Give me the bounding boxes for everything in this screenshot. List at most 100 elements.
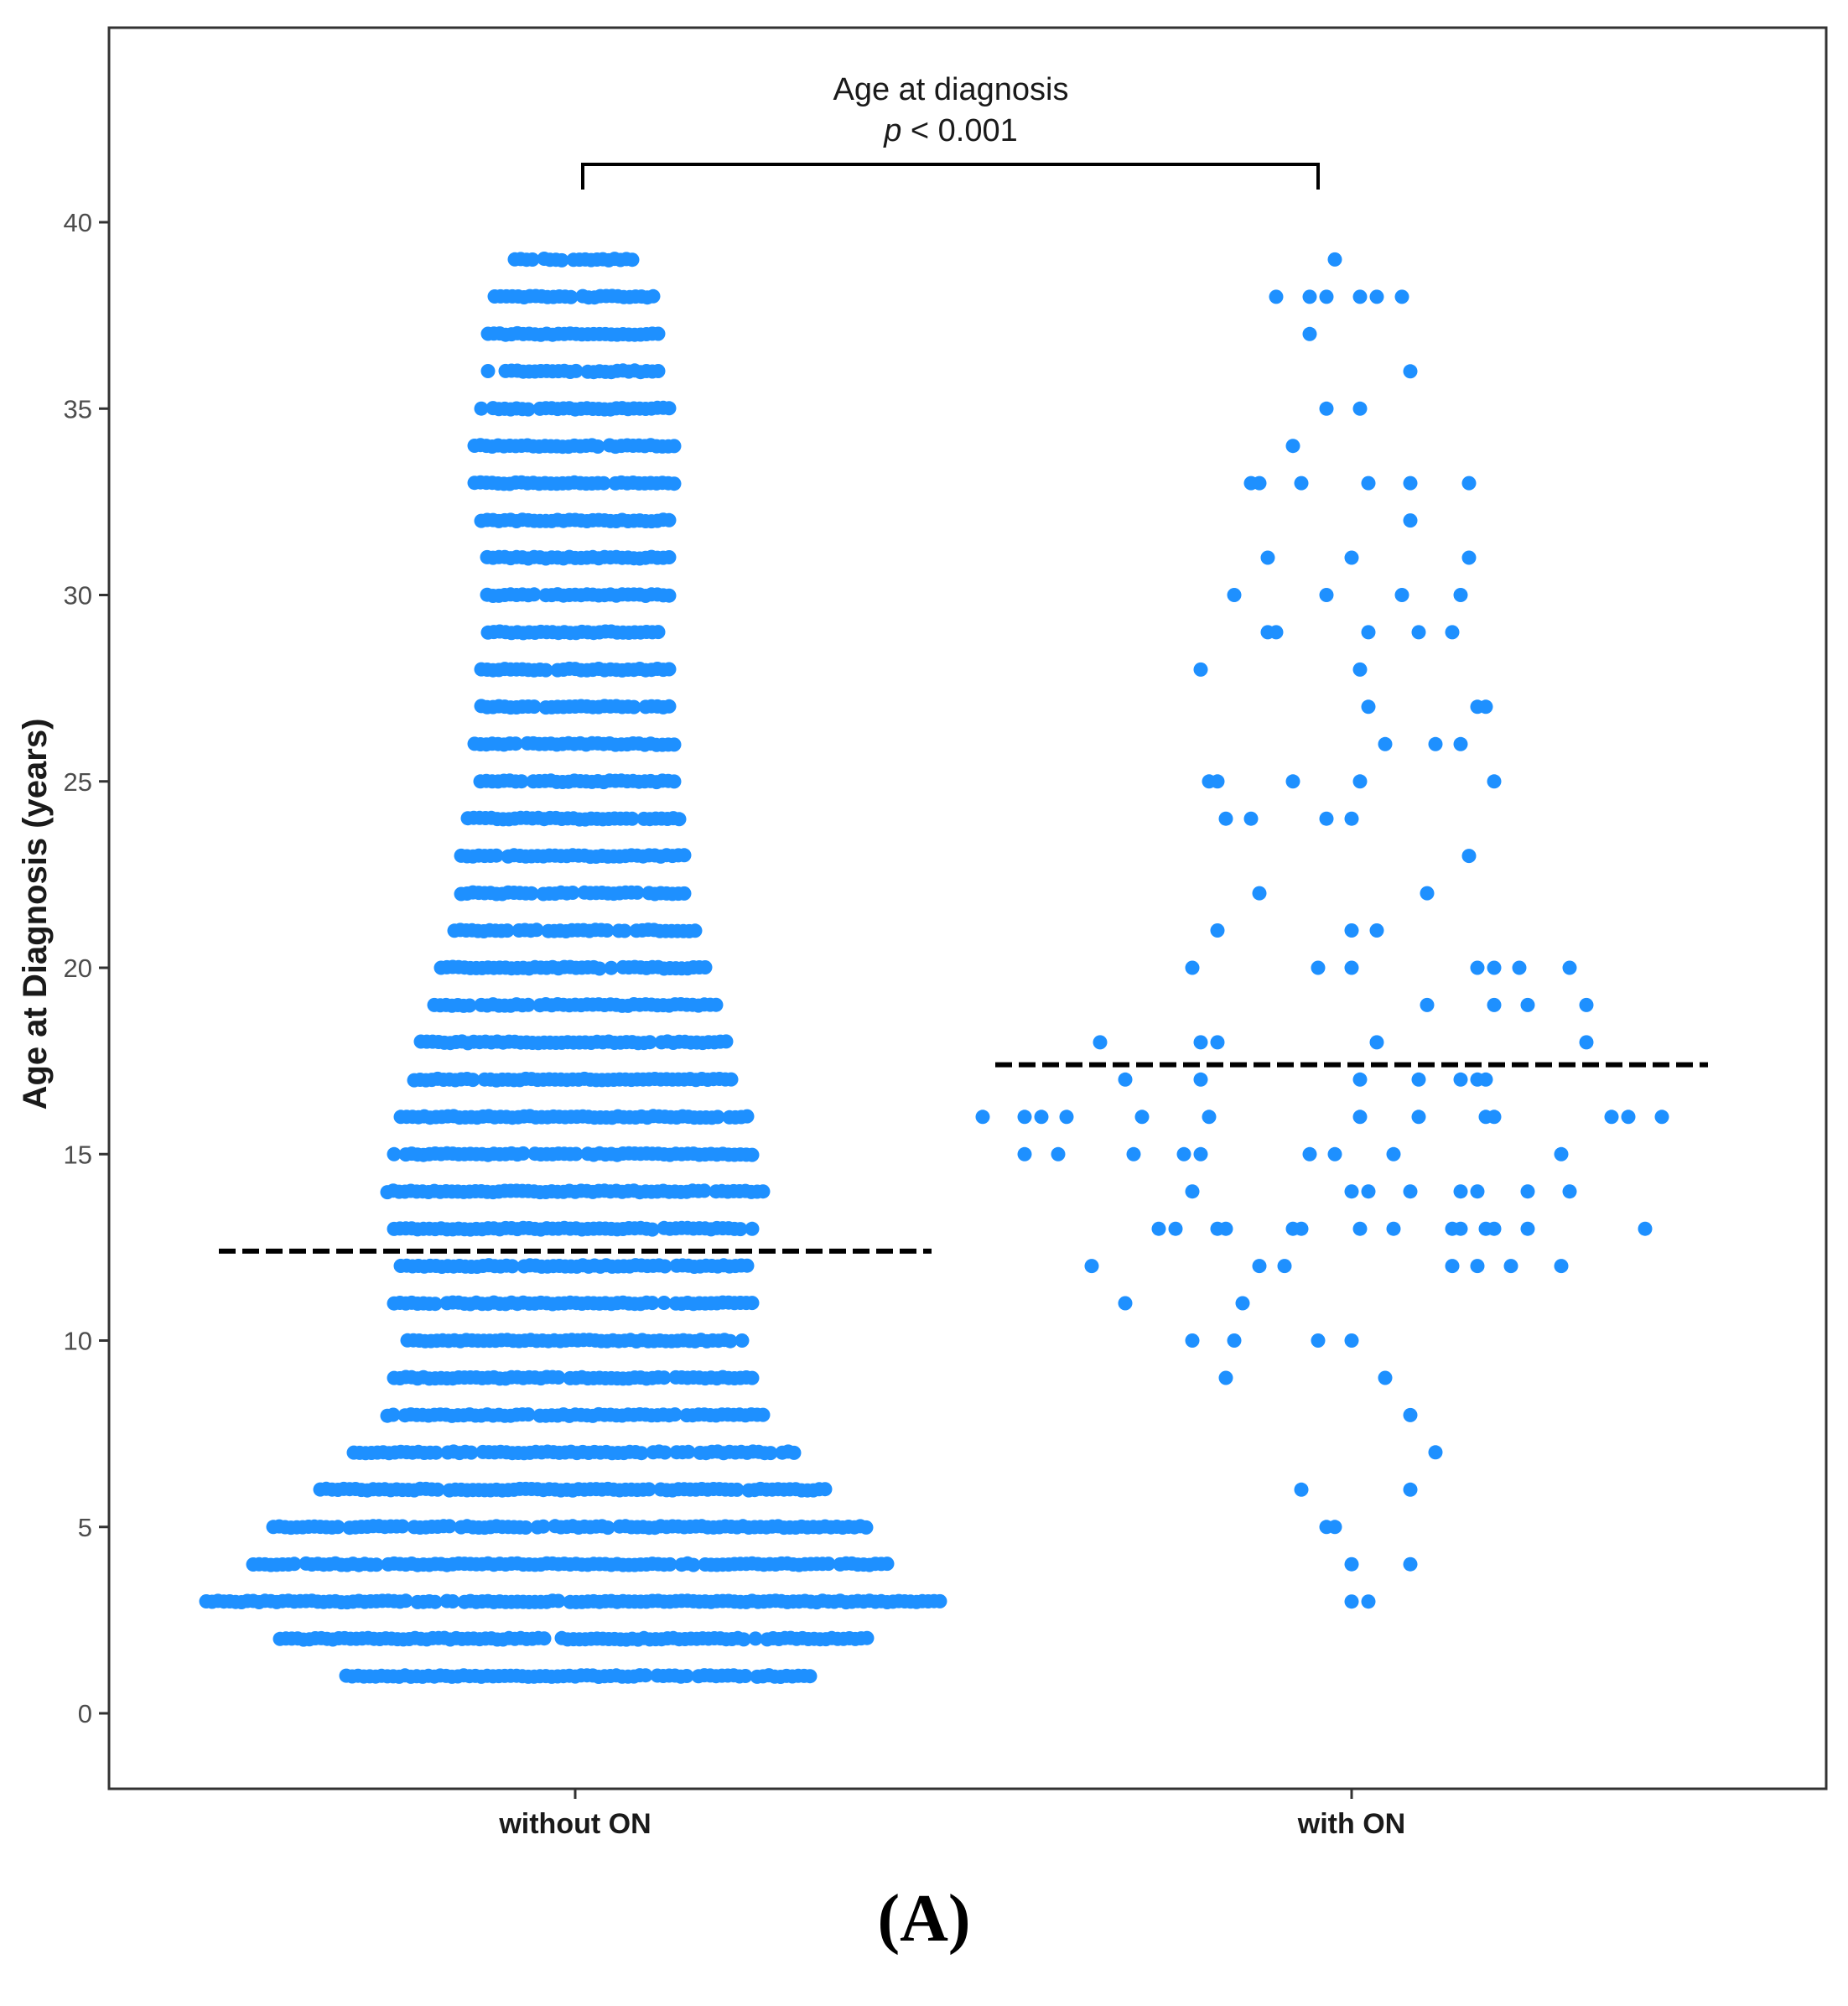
data-point	[662, 699, 677, 714]
data-point	[1352, 1110, 1368, 1125]
data-point	[1478, 1072, 1493, 1087]
data-point	[554, 252, 569, 268]
data-point	[1520, 1184, 1535, 1199]
data-point	[1051, 1146, 1066, 1162]
data-point	[733, 1222, 748, 1237]
data-point	[565, 886, 580, 900]
data-point	[1352, 1072, 1368, 1087]
significance-bracket	[581, 163, 1320, 190]
data-point	[1294, 1482, 1309, 1497]
data-point	[1118, 1072, 1133, 1087]
data-point	[1487, 1221, 1502, 1236]
data-point	[604, 960, 619, 975]
y-tick-label: 25	[64, 767, 92, 797]
data-point	[729, 1482, 745, 1497]
data-point	[1118, 1296, 1133, 1311]
data-point	[1168, 1221, 1183, 1236]
data-point	[723, 1333, 738, 1349]
data-point	[641, 1482, 657, 1497]
data-point	[1520, 1221, 1535, 1236]
data-point	[686, 1557, 701, 1572]
y-tick-label: 0	[78, 1699, 92, 1728]
data-point	[1487, 997, 1502, 1012]
data-point	[1352, 1221, 1368, 1236]
data-point	[500, 923, 515, 938]
data-point	[745, 1221, 760, 1236]
data-point	[662, 588, 677, 603]
data-point	[1319, 588, 1334, 602]
data-point	[536, 1519, 551, 1534]
data-point	[1252, 1259, 1267, 1274]
data-point	[1470, 1184, 1485, 1199]
p-value-rest: < 0.001	[901, 113, 1017, 148]
data-point	[1579, 1035, 1594, 1050]
data-point	[1453, 736, 1468, 751]
data-point	[1394, 588, 1409, 602]
points-without-on-group	[199, 252, 947, 1684]
data-point	[1562, 1184, 1577, 1199]
data-point	[489, 848, 504, 863]
data-point	[724, 1072, 739, 1087]
data-point	[630, 885, 645, 900]
data-point	[1503, 1259, 1518, 1274]
data-point	[430, 1482, 445, 1497]
data-point	[538, 663, 553, 678]
data-point	[1277, 1259, 1292, 1274]
x-category-label: with ON	[1297, 1808, 1405, 1840]
data-point	[445, 1594, 460, 1608]
data-point	[1176, 1146, 1191, 1162]
data-point	[1311, 960, 1326, 975]
data-point	[287, 1556, 302, 1572]
panel-label: (A)	[0, 1885, 1848, 1952]
data-point	[1134, 1110, 1150, 1125]
data-point	[740, 1258, 755, 1273]
data-point	[1210, 774, 1225, 789]
data-point	[1218, 811, 1233, 826]
data-point	[859, 1520, 874, 1535]
data-point	[527, 699, 542, 715]
y-axis: 0 5 10 15 20 25 30 35 40	[64, 208, 109, 1728]
data-point	[514, 774, 529, 789]
data-point	[1403, 1184, 1418, 1199]
data-point	[1302, 289, 1317, 304]
data-point	[1344, 960, 1359, 975]
data-point	[1285, 439, 1300, 454]
data-point	[1352, 662, 1368, 677]
data-point	[677, 848, 692, 863]
data-point	[1243, 811, 1259, 826]
data-point	[1319, 289, 1334, 304]
data-point	[1344, 1594, 1359, 1609]
data-point	[1361, 1594, 1376, 1609]
data-point	[1453, 1221, 1468, 1236]
data-point	[1202, 1110, 1217, 1125]
data-point	[1403, 1482, 1418, 1497]
data-point	[428, 1445, 444, 1460]
data-point	[1428, 736, 1443, 751]
data-point	[645, 1296, 660, 1311]
data-point	[1654, 1110, 1669, 1125]
data-point	[880, 1556, 895, 1572]
data-point	[1403, 1407, 1418, 1422]
data-point	[1193, 1146, 1208, 1162]
panel-label-open: (	[877, 1882, 901, 1956]
data-point	[755, 1184, 771, 1199]
data-point	[672, 812, 687, 827]
data-point	[625, 811, 640, 826]
data-point	[442, 1519, 457, 1534]
data-point	[1461, 849, 1477, 864]
data-point	[568, 1146, 584, 1162]
data-point	[600, 923, 615, 938]
plot-panel-border	[107, 26, 1828, 1790]
points-with-on-group	[975, 252, 1669, 1609]
data-point	[387, 1146, 402, 1162]
data-point	[932, 1593, 947, 1608]
data-point	[1520, 997, 1535, 1012]
data-point	[1453, 1184, 1468, 1199]
data-point	[748, 1631, 763, 1646]
data-point	[1269, 289, 1284, 304]
data-point	[1378, 736, 1393, 751]
data-point	[1311, 1333, 1326, 1348]
data-point	[617, 923, 632, 938]
data-point	[755, 1407, 771, 1422]
data-point	[1344, 1556, 1359, 1572]
